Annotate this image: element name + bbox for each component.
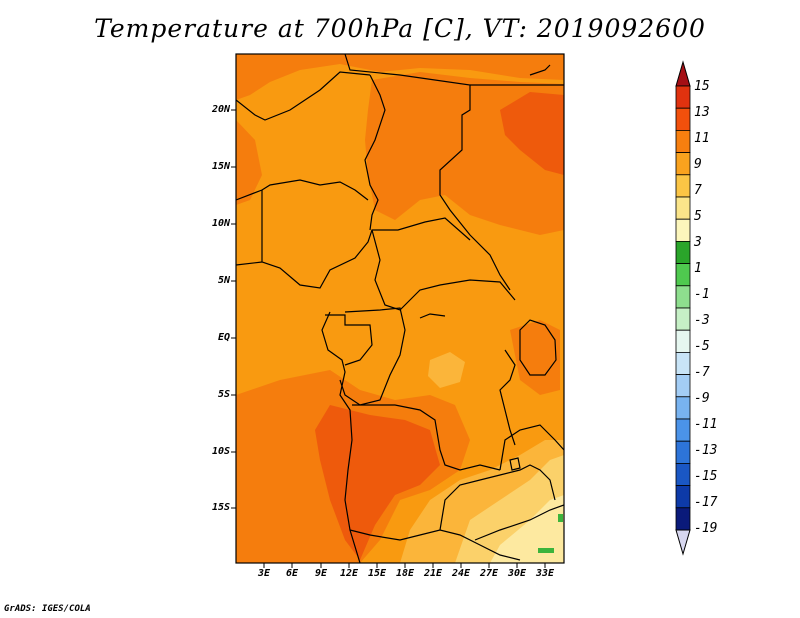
lat-label-15s: 15S: [211, 502, 230, 513]
colorbar-tick-label: 5: [694, 209, 702, 224]
colorbar-segment: [675, 462, 691, 486]
colorbar-segment: [675, 129, 691, 153]
colorbar-tick-label: 3: [694, 235, 702, 250]
colorbar-segment: [675, 507, 691, 531]
colorbar-segment: [675, 396, 691, 420]
field-band-13-15-east: [500, 92, 564, 175]
border-line: [519, 319, 557, 376]
border-line: [325, 314, 373, 366]
field-band-13-15-angola: [315, 405, 440, 560]
colorbar-segment: [675, 307, 691, 331]
lon-label-9e: 9E: [314, 568, 328, 579]
colorbar-segment: [675, 196, 691, 220]
border-line: [474, 504, 564, 541]
colorbar-tick-label: 1: [694, 261, 702, 276]
country-borders: [236, 54, 564, 563]
colorbar-tick-label: 9: [694, 157, 702, 172]
field-band-11-13-lakes: [510, 320, 560, 395]
field-band-11-13-west: [236, 120, 262, 205]
colorbar-tick-label: -13: [694, 443, 718, 458]
border-line: [344, 54, 511, 291]
colorbar-segment: [675, 351, 691, 375]
lat-label-20n: 20N: [211, 104, 230, 115]
border-line: [236, 71, 371, 121]
border-line: [321, 311, 361, 563]
field-band-11-13-north: [236, 54, 564, 100]
lon-label-30e: 30E: [507, 568, 527, 579]
colorbar-top-arrow: [675, 60, 691, 87]
lon-label-27e: 27E: [479, 568, 499, 579]
lat-label-10n: 10N: [211, 218, 230, 229]
lon-label-6e: 6E: [285, 568, 299, 579]
lake-outline: [419, 313, 446, 319]
colorbar-segment: [675, 107, 691, 131]
colorbar-segment: [675, 218, 691, 242]
lat-label-15n: 15N: [211, 161, 230, 172]
border-line: [371, 229, 516, 311]
axis-ticks: [231, 109, 546, 568]
colorbar-segment: [675, 240, 691, 264]
border-line: [499, 349, 516, 446]
colorbar-segment: [675, 85, 691, 109]
lat-label-5s: 5S: [217, 389, 230, 400]
field-green-patch-2: [558, 514, 563, 522]
coast-line: [529, 64, 551, 76]
colorbar-segment: [675, 263, 691, 287]
border-line: [339, 307, 406, 406]
colorbar-segment: [675, 152, 691, 176]
border-line: [261, 190, 471, 289]
colorbar-tick-label: -11: [694, 417, 718, 432]
lon-label-12e: 12E: [339, 568, 359, 579]
map-title: Temperature at 700hPa [C], VT: 201909260…: [94, 14, 706, 43]
lon-label-21e: 21E: [423, 568, 443, 579]
colorbar: [675, 60, 691, 556]
lat-label-eq: EQ: [217, 332, 230, 343]
colorbar-tick-label: -19: [694, 521, 718, 536]
colorbar-segment: [675, 440, 691, 464]
lon-label-24e: 24E: [451, 568, 471, 579]
colorbar-segment: [675, 174, 691, 198]
lon-label-18e: 18E: [395, 568, 415, 579]
colorbar-segment: [675, 285, 691, 309]
colorbar-tick-label: -3: [694, 313, 710, 328]
lon-label-3e: 3E: [257, 568, 271, 579]
field-band-7-9-central: [428, 352, 465, 388]
colorbar-segment: [675, 374, 691, 398]
colorbar-bottom-arrow: [675, 529, 691, 556]
field-green-patch-1: [538, 548, 554, 553]
border-line: [236, 261, 263, 266]
map-frame: [235, 53, 565, 564]
lat-label-10s: 10S: [211, 446, 230, 457]
border-line: [364, 74, 386, 231]
colorbar-tick-label: 15: [694, 79, 710, 94]
border-line: [236, 179, 369, 201]
border-line: [499, 424, 564, 471]
lat-label-5n: 5N: [217, 275, 230, 286]
lon-label-15e: 15E: [367, 568, 387, 579]
colorbar-segment: [675, 418, 691, 442]
colorbar-tick-label: 7: [694, 183, 702, 198]
colorbar-segment: [675, 329, 691, 353]
colorbar-tick-label: 13: [694, 105, 710, 120]
lake-outline: [509, 457, 521, 471]
border-line: [352, 404, 501, 471]
colorbar-tick-label: -9: [694, 391, 710, 406]
colorbar-tick-label: -7: [694, 365, 710, 380]
colorbar-tick-label: -15: [694, 469, 718, 484]
colorbar-tick-label: 11: [694, 131, 710, 146]
grads-credit: GrADS: IGES/COLA: [4, 604, 91, 614]
colorbar-tick-label: -5: [694, 339, 710, 354]
colorbar-segment: [675, 485, 691, 509]
colorbar-tick-label: -1: [694, 287, 710, 302]
colorbar-tick-label: -17: [694, 495, 718, 510]
lon-label-33e: 33E: [535, 568, 555, 579]
border-line: [439, 464, 556, 531]
